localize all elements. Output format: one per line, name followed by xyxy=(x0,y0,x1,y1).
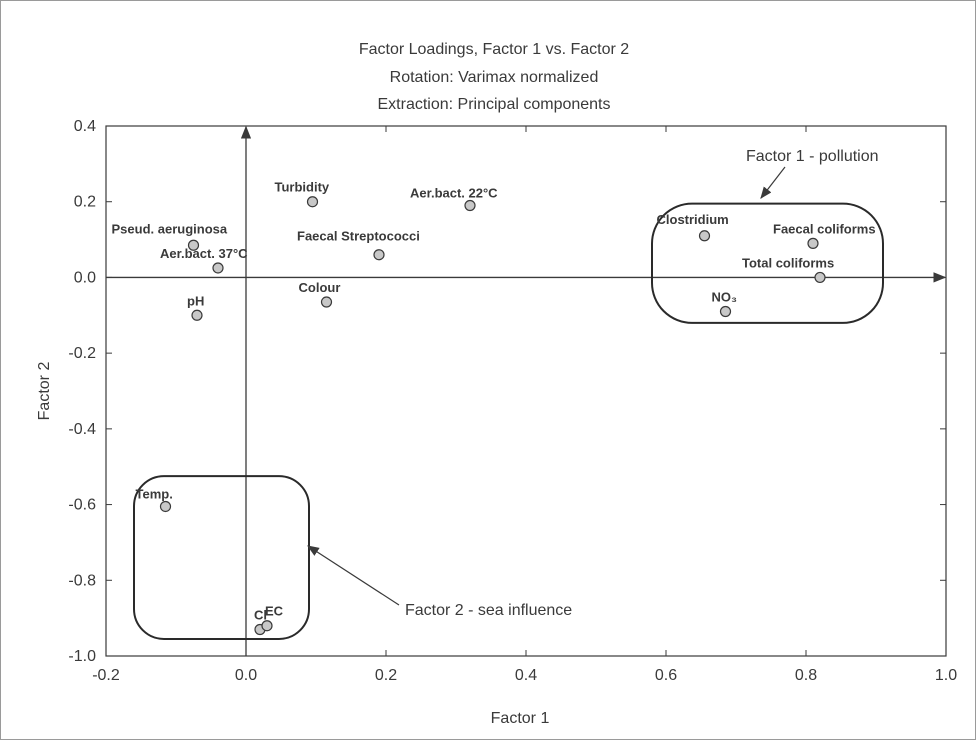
y-tick-label: -0.8 xyxy=(68,572,96,589)
y-tick-label: 0.0 xyxy=(74,269,96,286)
data-point xyxy=(373,249,385,261)
data-point-label: NO₃ xyxy=(712,290,738,305)
sea-influence-arrow xyxy=(306,545,400,606)
data-point xyxy=(698,230,711,242)
sea-influence-group-outline xyxy=(133,475,310,640)
y-tick-label: 0.2 xyxy=(74,194,96,211)
y-axis-label: Factor 2 xyxy=(36,362,53,421)
data-point xyxy=(320,296,333,308)
data-point-label: Turbidity xyxy=(275,180,330,195)
x-tick-label: 0.6 xyxy=(655,667,677,684)
pollution-arrow xyxy=(760,166,786,199)
data-point xyxy=(464,199,476,212)
data-point-label: Total coliforms xyxy=(742,255,834,270)
data-point xyxy=(261,620,273,632)
x-tick-label: 1.0 xyxy=(935,667,957,684)
x-tick-label: 0.2 xyxy=(375,667,397,684)
plot-area xyxy=(105,125,947,657)
data-point-label: Aer.bact. 37°C xyxy=(160,246,248,261)
data-point-label: Faecal coliforms xyxy=(773,221,876,236)
y-tick-label: -0.2 xyxy=(68,345,96,362)
pollution-group-outline xyxy=(651,202,884,324)
x-tick-label: 0.8 xyxy=(795,667,817,684)
y-tick-label: -1.0 xyxy=(68,648,96,665)
x-tick-label: -0.2 xyxy=(92,667,120,684)
data-point-label: EC xyxy=(265,604,284,619)
chart-title: Factor Loadings, Factor 1 vs. Factor 2 xyxy=(359,41,629,58)
data-point xyxy=(159,500,172,513)
data-point-label: Faecal Streptococci xyxy=(297,229,420,244)
data-point-label: Aer.bact. 22°C xyxy=(410,186,498,201)
y-tick-label: -0.4 xyxy=(68,421,96,438)
data-point-label: pH xyxy=(187,293,204,308)
data-point-label: Pseud. aeruginosa xyxy=(112,221,228,236)
y-tick-label: 0.4 xyxy=(74,118,96,135)
data-point xyxy=(814,271,826,284)
data-point-label: Cl xyxy=(254,608,267,623)
data-point-label: Clostridium xyxy=(657,212,729,227)
data-point xyxy=(807,237,819,249)
data-point-label: Temp. xyxy=(136,486,173,501)
pollution-annotation: Factor 1 - pollution xyxy=(746,148,879,165)
data-point xyxy=(719,305,732,318)
chart-subtitle-line-1: Rotation: Varimax normalized xyxy=(390,69,599,86)
data-point xyxy=(187,239,200,251)
data-point xyxy=(191,309,203,321)
x-axis-label: Factor 1 xyxy=(491,710,550,727)
x-tick-label: 0.0 xyxy=(235,667,257,684)
data-point-label: Colour xyxy=(299,280,341,295)
data-point xyxy=(212,262,224,274)
data-point xyxy=(306,196,319,208)
y-tick-label: -0.6 xyxy=(68,497,96,514)
chart-subtitle-line-2: Extraction: Principal components xyxy=(378,96,611,113)
x-tick-label: 0.4 xyxy=(515,667,537,684)
sea-influence-annotation: Factor 2 - sea influence xyxy=(405,602,572,619)
